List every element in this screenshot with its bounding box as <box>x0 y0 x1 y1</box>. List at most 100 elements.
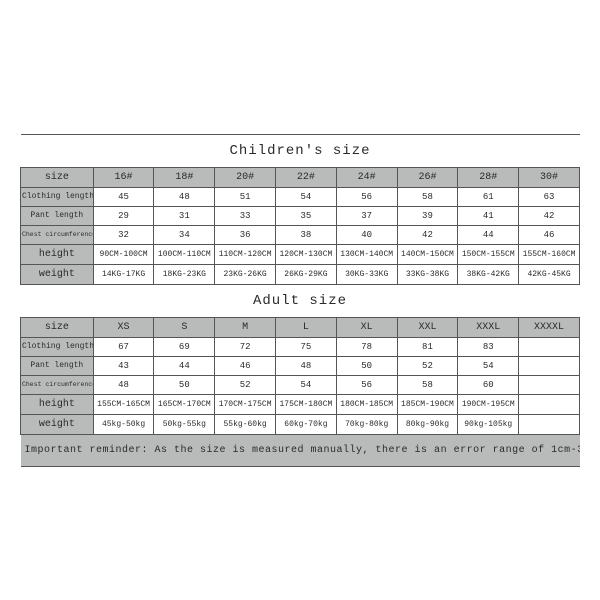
cell: 190CM-195CM <box>458 394 519 414</box>
cell: 175CM-180CM <box>276 394 337 414</box>
cell: 67 <box>93 337 154 356</box>
cell: 69 <box>154 337 215 356</box>
table-row: Chest circumference 1/2 32 34 36 38 40 4… <box>21 225 580 244</box>
cell: 54 <box>458 356 519 375</box>
col-size: XXXXL <box>519 317 580 337</box>
cell: 42 <box>519 206 580 225</box>
cell: 45 <box>93 187 154 206</box>
col-size: L <box>276 317 337 337</box>
cell: 33 <box>215 206 276 225</box>
row-label: height <box>21 244 94 264</box>
table-row: weight 45kg-50kg 50kg-55kg 55kg-60kg 60k… <box>21 414 580 434</box>
cell: 44 <box>458 225 519 244</box>
cell: 45kg-50kg <box>93 414 154 434</box>
cell: 155CM-165CM <box>93 394 154 414</box>
table-row: weight 14KG-17KG 18KG-23KG 23KG-26KG 26K… <box>21 264 580 284</box>
cell: 42KG-45KG <box>519 264 580 284</box>
col-size: M <box>215 317 276 337</box>
cell: 46 <box>215 356 276 375</box>
col-size: 22# <box>276 167 337 187</box>
cell: 81 <box>397 337 458 356</box>
cell: 40 <box>336 225 397 244</box>
cell: 140CM-150CM <box>397 244 458 264</box>
col-size: 30# <box>519 167 580 187</box>
cell: 39 <box>397 206 458 225</box>
cell: 60kg-70kg <box>276 414 337 434</box>
cell: 63 <box>519 187 580 206</box>
adult-title: Adult size <box>21 284 580 317</box>
cell: 185CM-190CM <box>397 394 458 414</box>
cell: 46 <box>519 225 580 244</box>
table-row: Clothing length 45 48 51 54 56 58 61 63 <box>21 187 580 206</box>
cell: 56 <box>336 187 397 206</box>
row-label: Chest circumference 1/2 <box>21 225 94 244</box>
cell: 41 <box>458 206 519 225</box>
cell: 29 <box>93 206 154 225</box>
cell: 51 <box>215 187 276 206</box>
col-size: 28# <box>458 167 519 187</box>
table-row: Pant length 43 44 46 48 50 52 54 <box>21 356 580 375</box>
col-size: 16# <box>93 167 154 187</box>
cell: 58 <box>397 375 458 394</box>
row-label: Pant length <box>21 206 94 225</box>
cell: 90kg-105kg <box>458 414 519 434</box>
col-size: 20# <box>215 167 276 187</box>
col-size: 24# <box>336 167 397 187</box>
cell: 72 <box>215 337 276 356</box>
reminder-note: Important reminder: As the size is measu… <box>21 434 580 466</box>
cell: 48 <box>276 356 337 375</box>
col-label: size <box>21 317 94 337</box>
row-label: Chest circumference 1/2 <box>21 375 94 394</box>
cell: 38 <box>276 225 337 244</box>
adult-header-row: size XS S M L XL XXL XXXL XXXXL <box>21 317 580 337</box>
cell <box>519 394 580 414</box>
cell: 54 <box>276 187 337 206</box>
row-label: Clothing length <box>21 337 94 356</box>
cell: 180CM-185CM <box>336 394 397 414</box>
cell: 55kg-60kg <box>215 414 276 434</box>
cell: 48 <box>93 375 154 394</box>
cell: 100CM-110CM <box>154 244 215 264</box>
cell <box>519 356 580 375</box>
cell: 37 <box>336 206 397 225</box>
cell: 60 <box>458 375 519 394</box>
cell: 75 <box>276 337 337 356</box>
cell: 90CM-100CM <box>93 244 154 264</box>
cell: 44 <box>154 356 215 375</box>
row-label: Clothing length <box>21 187 94 206</box>
cell: 30KG-33KG <box>336 264 397 284</box>
cell: 120CM-130CM <box>276 244 337 264</box>
cell: 130CM-140CM <box>336 244 397 264</box>
cell: 50 <box>154 375 215 394</box>
size-chart: Children's size size 16# 18# 20# 22# 24#… <box>20 134 580 467</box>
table-row: Pant length 29 31 33 35 37 39 41 42 <box>21 206 580 225</box>
cell: 23KG-26KG <box>215 264 276 284</box>
cell <box>519 337 580 356</box>
cell: 170CM-175CM <box>215 394 276 414</box>
cell: 150CM-155CM <box>458 244 519 264</box>
cell: 34 <box>154 225 215 244</box>
cell <box>519 414 580 434</box>
cell: 50 <box>336 356 397 375</box>
cell: 43 <box>93 356 154 375</box>
cell: 165CM-170CM <box>154 394 215 414</box>
cell: 50kg-55kg <box>154 414 215 434</box>
col-size: XXXL <box>458 317 519 337</box>
cell: 58 <box>397 187 458 206</box>
table-row: Chest circumference 1/2 48 50 52 54 56 5… <box>21 375 580 394</box>
cell: 80kg-90kg <box>397 414 458 434</box>
row-label: height <box>21 394 94 414</box>
cell: 54 <box>276 375 337 394</box>
cell <box>519 375 580 394</box>
table-row: height 155CM-165CM 165CM-170CM 170CM-175… <box>21 394 580 414</box>
col-size: S <box>154 317 215 337</box>
cell: 83 <box>458 337 519 356</box>
cell: 48 <box>154 187 215 206</box>
cell: 38KG-42KG <box>458 264 519 284</box>
cell: 14KG-17KG <box>93 264 154 284</box>
cell: 61 <box>458 187 519 206</box>
row-label: weight <box>21 414 94 434</box>
cell: 36 <box>215 225 276 244</box>
col-size: XXL <box>397 317 458 337</box>
cell: 56 <box>336 375 397 394</box>
